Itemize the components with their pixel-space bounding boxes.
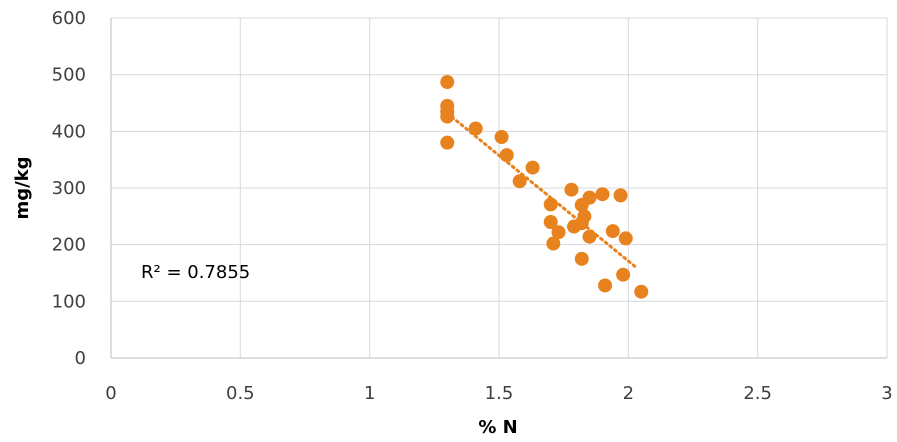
data-point bbox=[582, 229, 597, 244]
gridlines bbox=[111, 17, 888, 358]
data-point bbox=[440, 135, 455, 150]
data-point bbox=[574, 251, 589, 266]
y-tick-label: 500 bbox=[52, 65, 86, 86]
data-point bbox=[512, 174, 527, 189]
x-axis-title: % N bbox=[478, 417, 517, 438]
data-point bbox=[440, 109, 455, 124]
axes bbox=[110, 18, 887, 359]
x-tick-label: 0.5 bbox=[226, 383, 255, 404]
x-tick-label: 2 bbox=[623, 383, 634, 404]
data-point bbox=[618, 231, 633, 246]
data-point bbox=[634, 284, 649, 299]
trendline-group bbox=[445, 111, 638, 269]
y-tick-label: 200 bbox=[52, 235, 86, 256]
data-point bbox=[494, 130, 509, 144]
y-tick-label: 600 bbox=[52, 8, 86, 29]
data-point bbox=[577, 209, 592, 224]
y-tick-label: 0 bbox=[75, 348, 86, 369]
data-point bbox=[546, 236, 561, 251]
data-point bbox=[605, 224, 620, 239]
x-tick-label: 1 bbox=[364, 383, 375, 404]
data-point bbox=[551, 225, 566, 240]
data-point bbox=[595, 187, 610, 202]
data-point bbox=[468, 121, 483, 136]
x-tick-label: 3 bbox=[881, 383, 892, 404]
x-tick-label: 0 bbox=[105, 383, 116, 404]
data-point bbox=[543, 197, 558, 212]
data-point bbox=[564, 182, 579, 197]
data-point bbox=[440, 75, 455, 90]
y-tick-label: 400 bbox=[52, 121, 86, 142]
data-point bbox=[499, 148, 514, 163]
trendline bbox=[445, 111, 638, 269]
data-point bbox=[616, 267, 631, 282]
y-tick-label: 100 bbox=[52, 291, 86, 312]
r-squared-annotation: R² = 0.7855 bbox=[141, 262, 250, 283]
data-point bbox=[543, 215, 558, 229]
x-tick-label: 2.5 bbox=[743, 383, 772, 404]
tick-labels: 0 0.5 1 1.5 2 2.5 3 0 100 200 300 400 500 600 bbox=[52, 8, 893, 404]
y-axis-title: mg/kg bbox=[12, 156, 33, 219]
data-point bbox=[598, 278, 613, 293]
x-tick-label: 1.5 bbox=[485, 383, 514, 404]
data-points bbox=[440, 75, 649, 299]
data-point bbox=[525, 160, 540, 175]
data-point bbox=[582, 190, 597, 205]
data-point bbox=[613, 188, 628, 203]
y-tick-label: 300 bbox=[52, 178, 86, 199]
